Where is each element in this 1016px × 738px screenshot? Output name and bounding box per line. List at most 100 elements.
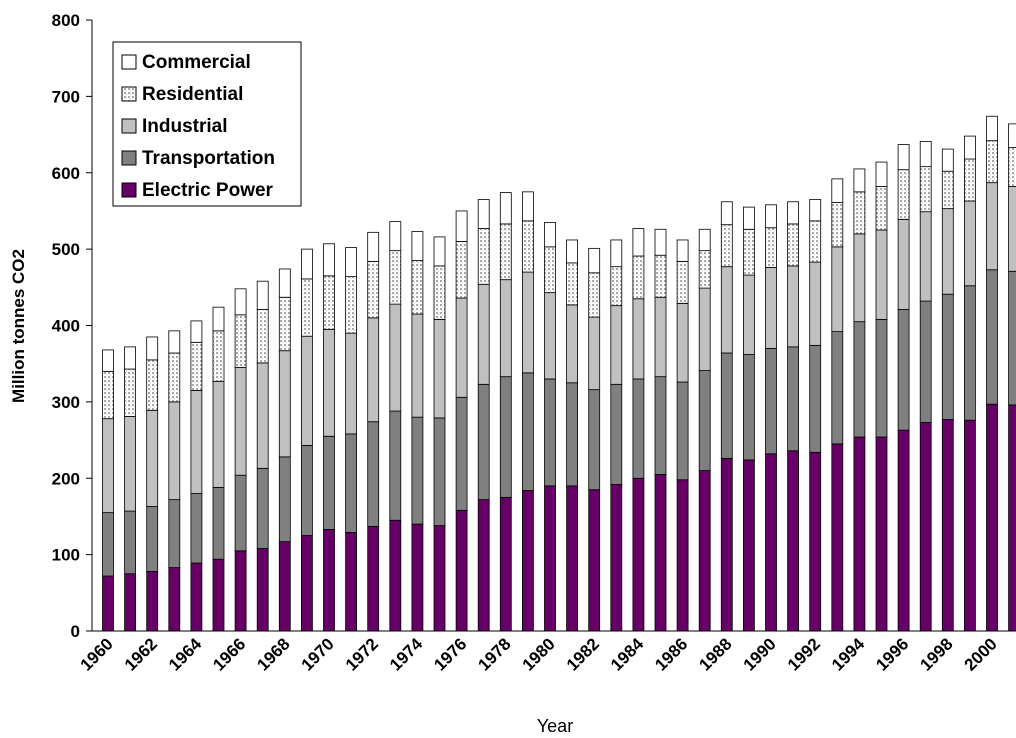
bar-segment: [698, 287, 711, 371]
bar-segment: [499, 192, 512, 225]
y-tick-label: 200: [52, 469, 80, 488]
bar-segment: [234, 550, 247, 632]
bar-segment: [698, 250, 711, 289]
y-axis-label: Million tonnes CO2: [9, 249, 28, 403]
x-tick-label: 1970: [298, 634, 338, 674]
legend-swatch: [121, 182, 137, 198]
bar-segment: [787, 265, 799, 348]
bar-segment: [1008, 123, 1016, 148]
bar-segment: [433, 318, 446, 419]
bar-segment: [765, 204, 777, 229]
bar-segment: [544, 292, 556, 380]
legend-swatch: [121, 118, 137, 134]
bar-segment: [212, 558, 225, 632]
x-tick-label: 1976: [430, 634, 470, 674]
bar-segment: [234, 367, 247, 476]
x-tick-label: 1998: [916, 634, 956, 674]
x-tick-label: 1966: [209, 634, 249, 674]
bar-segment: [986, 115, 998, 142]
bar-segment: [610, 383, 623, 485]
legend-swatch: [121, 54, 137, 70]
bar-segment: [831, 178, 844, 203]
bar-segment: [455, 241, 468, 299]
bar-segment: [433, 417, 446, 527]
y-tick-label: 100: [52, 546, 80, 565]
bar-segment: [234, 474, 247, 552]
bar-segment: [941, 293, 954, 420]
bar-segment: [389, 303, 402, 412]
bar-segment: [919, 300, 932, 423]
bar-segment: [698, 470, 711, 632]
bar-segment: [720, 352, 733, 459]
bar-segment: [124, 573, 136, 632]
bar-segment: [499, 223, 512, 281]
bar-segment: [455, 297, 468, 398]
y-tick-label: 400: [52, 317, 80, 336]
bar-segment: [345, 247, 358, 278]
y-tick-label: 600: [52, 164, 80, 183]
bar-segment: [256, 362, 269, 469]
bar-segment: [1008, 404, 1016, 632]
x-tick-label: 1990: [740, 634, 780, 674]
bar-segment: [345, 332, 358, 435]
bar-segment: [897, 169, 910, 220]
bar-segment: [212, 487, 225, 560]
bar-segment: [676, 302, 689, 383]
bar-segment: [875, 186, 888, 231]
bar-segment: [146, 336, 159, 361]
bar-segment: [610, 266, 623, 307]
bar-segment: [168, 352, 181, 403]
bar-segment: [566, 382, 578, 487]
bar-segment: [566, 485, 578, 632]
x-tick-label: 1962: [121, 634, 161, 674]
bar-segment: [1008, 186, 1016, 272]
bar-segment: [278, 541, 291, 632]
bar-segment: [124, 510, 136, 575]
bar-segment: [102, 512, 114, 577]
bar-segment: [168, 401, 181, 501]
bar-segment: [522, 220, 534, 273]
bar-segment: [743, 228, 755, 276]
bar-segment: [632, 298, 645, 380]
bar-segment: [676, 260, 689, 304]
bar-segment: [146, 571, 159, 632]
bar-segment: [234, 314, 247, 368]
bar-segment: [787, 201, 799, 225]
legend-label: Residential: [142, 84, 243, 105]
bar-segment: [411, 416, 424, 525]
bar-segment: [588, 316, 601, 391]
bar-segment: [941, 208, 954, 295]
bar-segment: [853, 191, 866, 235]
bar-segment: [300, 535, 313, 632]
bar-segment: [1008, 270, 1016, 406]
bar-segment: [831, 331, 844, 445]
bar-segment: [212, 306, 225, 332]
bar-segment: [212, 380, 225, 488]
bar-segment: [256, 309, 269, 364]
bar-segment: [765, 227, 777, 268]
bar-segment: [389, 410, 402, 521]
bar-segment: [853, 168, 866, 193]
bar-segment: [787, 346, 799, 452]
x-tick-label: 1964: [165, 634, 206, 675]
bar-segment: [124, 368, 136, 417]
bar-segment: [654, 254, 667, 298]
bar-segment: [831, 202, 844, 248]
bar-segment: [190, 390, 203, 494]
bar-segment: [588, 247, 601, 274]
y-tick-label: 800: [52, 11, 80, 30]
bar-segment: [919, 166, 932, 213]
bar-segment: [499, 279, 512, 378]
bar-segment: [256, 467, 269, 549]
bar-segment: [809, 261, 822, 346]
bar-segment: [765, 348, 777, 455]
bar-segment: [367, 525, 380, 632]
x-tick-label: 1982: [563, 634, 603, 674]
bar-segment: [632, 477, 645, 632]
bar-segment: [367, 421, 380, 527]
bar-segment: [654, 474, 667, 632]
x-tick-label: 1968: [253, 634, 293, 674]
x-tick-label: 1988: [695, 634, 735, 674]
bar-segment: [809, 451, 822, 632]
